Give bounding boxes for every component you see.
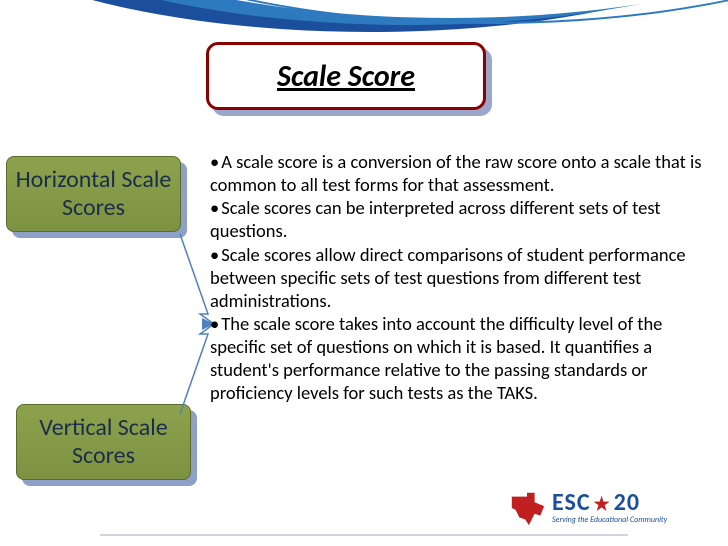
- bullet-item: Scale scores can be interpreted across d…: [210, 196, 710, 242]
- connector-arrow: [178, 234, 214, 414]
- texas-icon: [508, 489, 546, 527]
- slide-title: Scale Score: [206, 42, 486, 110]
- star-icon: ★: [594, 493, 611, 515]
- side-box-label: Vertical Scale Scores: [17, 414, 190, 469]
- esc20-logo: ESC★20 Serving the Educational Community: [508, 484, 688, 532]
- footer-divider: [100, 534, 628, 536]
- logo-tagline: Serving the Educational Community: [552, 515, 667, 525]
- vertical-scale-box: Vertical Scale Scores: [16, 404, 191, 480]
- bullet-list: A scale score is a conversion of the raw…: [210, 150, 710, 404]
- bullet-content: A scale score is a conversion of the raw…: [210, 150, 710, 404]
- logo-text: ESC★20: [552, 491, 667, 515]
- side-box-label: Horizontal Scale Scores: [7, 166, 180, 221]
- bullet-item: The scale score takes into account the d…: [210, 312, 710, 405]
- bullet-item: Scale scores allow direct comparisons of…: [210, 243, 710, 312]
- horizontal-scale-box: Horizontal Scale Scores: [6, 156, 181, 232]
- bullet-item: A scale score is a conversion of the raw…: [210, 150, 710, 196]
